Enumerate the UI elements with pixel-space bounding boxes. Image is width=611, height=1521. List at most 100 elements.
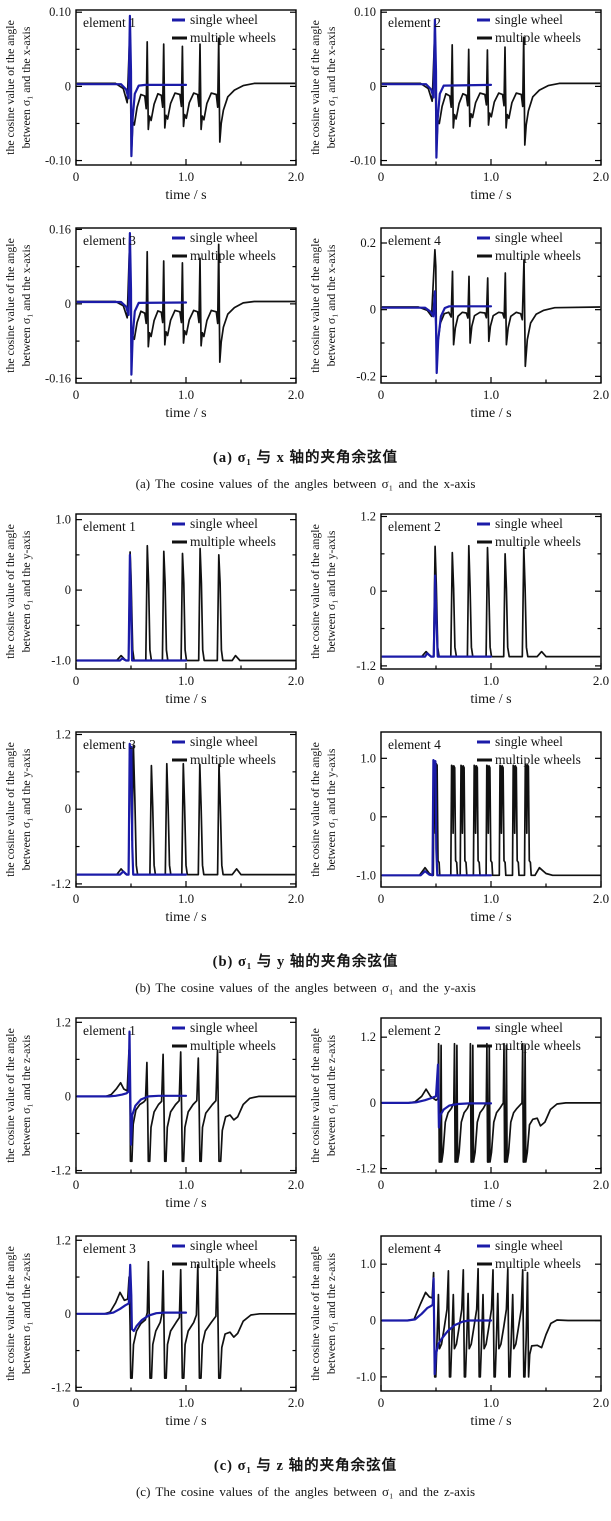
series-multiple-wheels bbox=[381, 762, 601, 877]
series-single-wheel bbox=[76, 742, 188, 876]
y-axis-title-line1: the cosine value of the angle bbox=[308, 238, 322, 373]
caption-en-b: (b) The cosine values of the angles betw… bbox=[135, 980, 476, 995]
y-tick-label: 0.10 bbox=[354, 5, 376, 19]
element-label: element 4 bbox=[388, 1241, 441, 1256]
y-tick-label: 1.0 bbox=[360, 1257, 376, 1271]
plot-a-element-3: 0.16 0 -0.16 0 1.0 2.0 element 3 single wheel mu… bbox=[0, 220, 305, 438]
y-tick-label: -1.2 bbox=[51, 1380, 71, 1394]
y-axis-title-line1: the cosine value of the angle bbox=[3, 1028, 17, 1163]
legend-label-multiple-wheels: multiple wheels bbox=[495, 30, 581, 45]
element-label: element 4 bbox=[388, 737, 441, 752]
x-tick-label: 2.0 bbox=[593, 387, 609, 402]
y-axis-title-line1: the cosine value of the angle bbox=[308, 20, 322, 155]
x-tick-label: 2.0 bbox=[593, 169, 609, 184]
y-axis-title-line2: between σ₁ and the x-axis bbox=[324, 26, 338, 148]
plot-b-element-1: 1.0 0 -1.0 0 1.0 2.0 element 1 single wheel mult… bbox=[0, 506, 305, 724]
x-axis-title: time / s bbox=[470, 692, 511, 707]
legend-label-single-wheel: single wheel bbox=[190, 12, 258, 27]
caption-en-c: (c) The cosine values of the angles betw… bbox=[135, 1484, 476, 1499]
series-single-wheel bbox=[381, 574, 493, 658]
y-axis-title-line1: the cosine value of the angle bbox=[308, 742, 322, 877]
series-single-wheel bbox=[381, 290, 493, 375]
x-tick-label: 1.0 bbox=[483, 387, 499, 402]
y-axis-title-line1: the cosine value of the angle bbox=[3, 20, 17, 155]
legend-label-multiple-wheels: multiple wheels bbox=[495, 534, 581, 549]
plots-grid-a: 0.10 0 -0.10 0 1.0 2.0 element 1 single wheel mu… bbox=[0, 2, 611, 438]
x-tick-label: 1.0 bbox=[178, 169, 194, 184]
y-axis-title-line2: between σ₁ and the x-axis bbox=[19, 26, 33, 148]
y-axis-title-line2: between σ₁ and the y-axis bbox=[19, 530, 33, 652]
x-tick-label: 2.0 bbox=[288, 1177, 304, 1192]
legend-label-single-wheel: single wheel bbox=[190, 516, 258, 531]
y-tick-label: -0.2 bbox=[356, 369, 376, 383]
legend-label-multiple-wheels: multiple wheels bbox=[190, 30, 276, 45]
element-label: element 1 bbox=[83, 519, 136, 534]
y-tick-label: 1.0 bbox=[55, 513, 71, 527]
y-axis-title-line1: the cosine value of the angle bbox=[308, 1246, 322, 1381]
y-axis-title-line2: between σ₁ and the y-axis bbox=[324, 530, 338, 652]
y-axis-title-line1: the cosine value of the angle bbox=[3, 524, 17, 659]
x-axis-title: time / s bbox=[470, 910, 511, 925]
series-multiple-wheels bbox=[76, 29, 296, 156]
series-single-wheel bbox=[76, 553, 188, 662]
x-tick-label: 0 bbox=[378, 169, 385, 184]
plots-grid-c: 1.2 0 -1.2 0 1.0 2.0 element 1 single wheel mult… bbox=[0, 1010, 611, 1446]
y-tick-label: -1.2 bbox=[51, 1164, 71, 1178]
legend-label-single-wheel: single wheel bbox=[495, 516, 563, 531]
y-tick-label: 0.2 bbox=[360, 236, 376, 250]
y-tick-label: -0.10 bbox=[350, 154, 376, 168]
x-tick-label: 0 bbox=[73, 1177, 80, 1192]
y-axis-title-line2: between σ₁ and the z-axis bbox=[19, 1253, 33, 1375]
figure-group-c: 1.2 0 -1.2 0 1.0 2.0 element 1 single wheel mult… bbox=[0, 1010, 611, 1500]
y-axis-title-line2: between σ₁ and the y-axis bbox=[324, 748, 338, 870]
x-axis-title: time / s bbox=[165, 188, 206, 203]
x-tick-label: 0 bbox=[73, 891, 80, 906]
legend-label-single-wheel: single wheel bbox=[495, 12, 563, 27]
y-axis-title-line2: between σ₁ and the y-axis bbox=[19, 748, 33, 870]
legend-label-multiple-wheels: multiple wheels bbox=[495, 1256, 581, 1271]
y-tick-label: 0 bbox=[65, 79, 71, 93]
y-axis-title-line2: between σ₁ and the x-axis bbox=[19, 244, 33, 366]
legend-label-multiple-wheels: multiple wheels bbox=[495, 248, 581, 263]
y-tick-label: 0 bbox=[370, 810, 376, 824]
element-label: element 1 bbox=[83, 15, 136, 30]
caption-zh-b: (b) σ₁ 与 y 轴的夹角余弦值 bbox=[212, 954, 399, 970]
x-tick-label: 2.0 bbox=[288, 673, 304, 688]
x-tick-label: 0 bbox=[378, 1395, 385, 1410]
y-axis-title-line1: the cosine value of the angle bbox=[308, 524, 322, 659]
x-tick-label: 0 bbox=[378, 1177, 385, 1192]
y-tick-label: 1.0 bbox=[360, 751, 376, 765]
legend-label-multiple-wheels: multiple wheels bbox=[190, 1038, 276, 1053]
y-tick-label: -1.2 bbox=[356, 1162, 376, 1176]
legend-label-single-wheel: single wheel bbox=[190, 1238, 258, 1253]
y-tick-label: 0 bbox=[65, 1307, 71, 1321]
x-axis-title: time / s bbox=[165, 1414, 206, 1429]
x-tick-label: 2.0 bbox=[288, 169, 304, 184]
series-multiple-wheels bbox=[76, 234, 296, 363]
y-tick-label: 1.2 bbox=[55, 1233, 71, 1247]
y-tick-label: 1.2 bbox=[55, 1015, 71, 1029]
y-tick-label: 0.10 bbox=[49, 5, 71, 19]
x-tick-label: 2.0 bbox=[288, 387, 304, 402]
x-tick-label: 0 bbox=[73, 673, 80, 688]
series-multiple-wheels bbox=[381, 1267, 601, 1378]
y-tick-label: 1.2 bbox=[360, 1030, 376, 1044]
plot-a-element-4: 0.2 0 -0.2 0 1.0 2.0 element 4 single wheel mult… bbox=[305, 220, 610, 438]
x-tick-label: 1.0 bbox=[178, 891, 194, 906]
element-label: element 1 bbox=[83, 1023, 136, 1038]
x-tick-label: 0 bbox=[378, 891, 385, 906]
x-tick-label: 1.0 bbox=[483, 891, 499, 906]
series-single-wheel bbox=[381, 1063, 493, 1129]
x-tick-label: 2.0 bbox=[288, 1395, 304, 1410]
y-axis-title-line1: the cosine value of the angle bbox=[3, 238, 17, 373]
x-tick-label: 1.0 bbox=[178, 387, 194, 402]
element-label: element 3 bbox=[83, 1241, 136, 1256]
element-label: element 3 bbox=[83, 233, 136, 248]
plot-c-element-3: 1.2 0 -1.2 0 1.0 2.0 element 3 single wheel mult… bbox=[0, 1228, 305, 1446]
series-single-wheel bbox=[76, 1030, 188, 1146]
